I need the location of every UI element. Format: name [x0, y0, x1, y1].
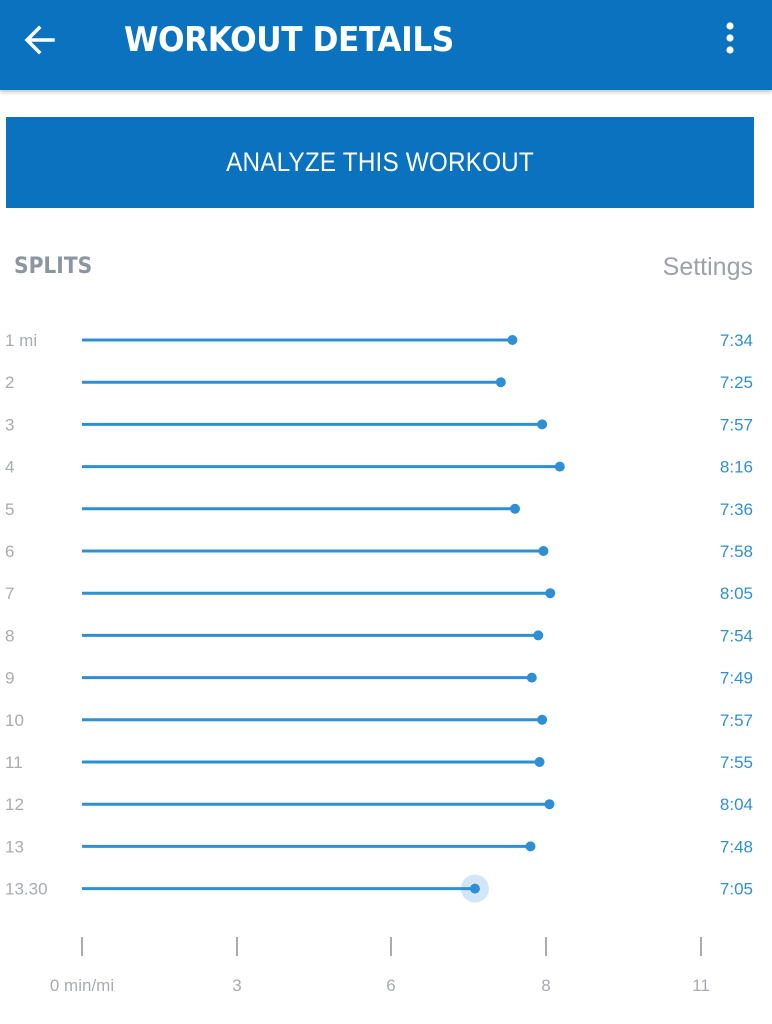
axis-tick-label: 8 — [541, 976, 550, 995]
split-label: 11 — [5, 753, 23, 772]
split-pace: 8:05 — [720, 584, 753, 603]
split-pace: 7:49 — [720, 669, 753, 688]
split-pace: 7:57 — [720, 711, 753, 730]
split-label: 9 — [5, 669, 14, 688]
splits-heading: SPLITS — [14, 254, 93, 279]
split-pace: 8:04 — [720, 795, 753, 814]
split-pace: 7:34 — [720, 331, 753, 350]
axis-tick-label: 11 — [692, 976, 710, 995]
analyze-workout-label: ANALYZE THIS WORKOUT — [226, 147, 534, 177]
settings-link[interactable]: Settings — [662, 253, 753, 281]
split-label: 5 — [5, 500, 14, 519]
split-pace: 7:36 — [720, 500, 753, 519]
split-label: 4 — [5, 458, 14, 477]
split-marker — [554, 461, 565, 472]
split-row[interactable]: 2 7:25 — [5, 373, 753, 392]
split-pace: 7:54 — [720, 626, 753, 645]
split-marker — [510, 503, 520, 514]
analyze-workout-button[interactable]: ANALYZE THIS WORKOUT — [6, 117, 754, 208]
split-label: 8 — [5, 626, 14, 645]
split-marker — [525, 841, 536, 852]
split-pace: 8:16 — [720, 458, 753, 477]
split-label: 6 — [5, 542, 14, 561]
split-row[interactable]: 7 8:05 — [5, 584, 753, 603]
split-row[interactable]: 6 7:58 — [5, 542, 753, 561]
splits-chart: 1 mi 7:34 2 7:25 3 7:57 4 8:16 5 7:36 6 7:58 7 8:05 8 7… — [5, 331, 753, 995]
back-button[interactable] — [18, 18, 62, 62]
split-row[interactable]: 13.30 7:05 — [5, 874, 753, 903]
split-row[interactable]: 9 7:49 — [5, 669, 753, 688]
split-label: 3 — [5, 415, 14, 434]
split-row[interactable]: 8 7:54 — [5, 626, 753, 645]
split-label: 13.30 — [5, 880, 48, 899]
split-row[interactable]: 3 7:57 — [5, 415, 753, 434]
split-row[interactable]: 12 8:04 — [5, 795, 753, 814]
split-marker — [507, 335, 518, 345]
split-marker — [537, 714, 548, 725]
more-vertical-icon — [726, 22, 734, 54]
split-marker — [526, 672, 537, 683]
split-marker — [538, 546, 549, 556]
split-marker — [534, 757, 545, 767]
split-label: 1 mi — [5, 331, 37, 350]
split-pace: 7:25 — [720, 373, 753, 392]
split-pace: 7:05 — [720, 880, 753, 899]
split-label: 10 — [5, 711, 24, 730]
split-label: 13 — [5, 837, 24, 856]
split-label: 2 — [5, 373, 14, 392]
split-marker — [469, 883, 480, 894]
split-label: 7 — [5, 584, 14, 603]
split-pace: 7:48 — [720, 837, 753, 856]
split-marker — [533, 630, 544, 641]
split-marker — [544, 799, 555, 810]
split-row[interactable]: 10 7:57 — [5, 711, 753, 730]
split-marker — [537, 419, 548, 430]
split-marker — [495, 377, 506, 388]
page-title: WORKOUT DETAILS — [124, 20, 454, 60]
arrow-left-icon — [24, 25, 55, 55]
more-options-button[interactable] — [708, 16, 752, 60]
split-row[interactable]: 13 7:48 — [5, 837, 753, 856]
split-pace: 7:57 — [720, 415, 753, 434]
split-row[interactable]: 11 7:55 — [5, 753, 753, 772]
axis-tick-label: 3 — [232, 976, 241, 995]
split-row[interactable]: 4 8:16 — [5, 458, 753, 477]
split-row[interactable]: 1 mi 7:34 — [5, 331, 753, 350]
split-row[interactable]: 5 7:36 — [5, 500, 753, 519]
axis-tick-label: 0 min/mi — [50, 976, 114, 995]
split-pace: 7:58 — [720, 542, 753, 561]
app-bar: WORKOUT DETAILS — [0, 0, 772, 90]
axis-tick-label: 6 — [386, 976, 395, 995]
split-label: 12 — [5, 795, 24, 814]
split-pace: 7:55 — [720, 753, 753, 772]
split-marker — [545, 588, 556, 599]
